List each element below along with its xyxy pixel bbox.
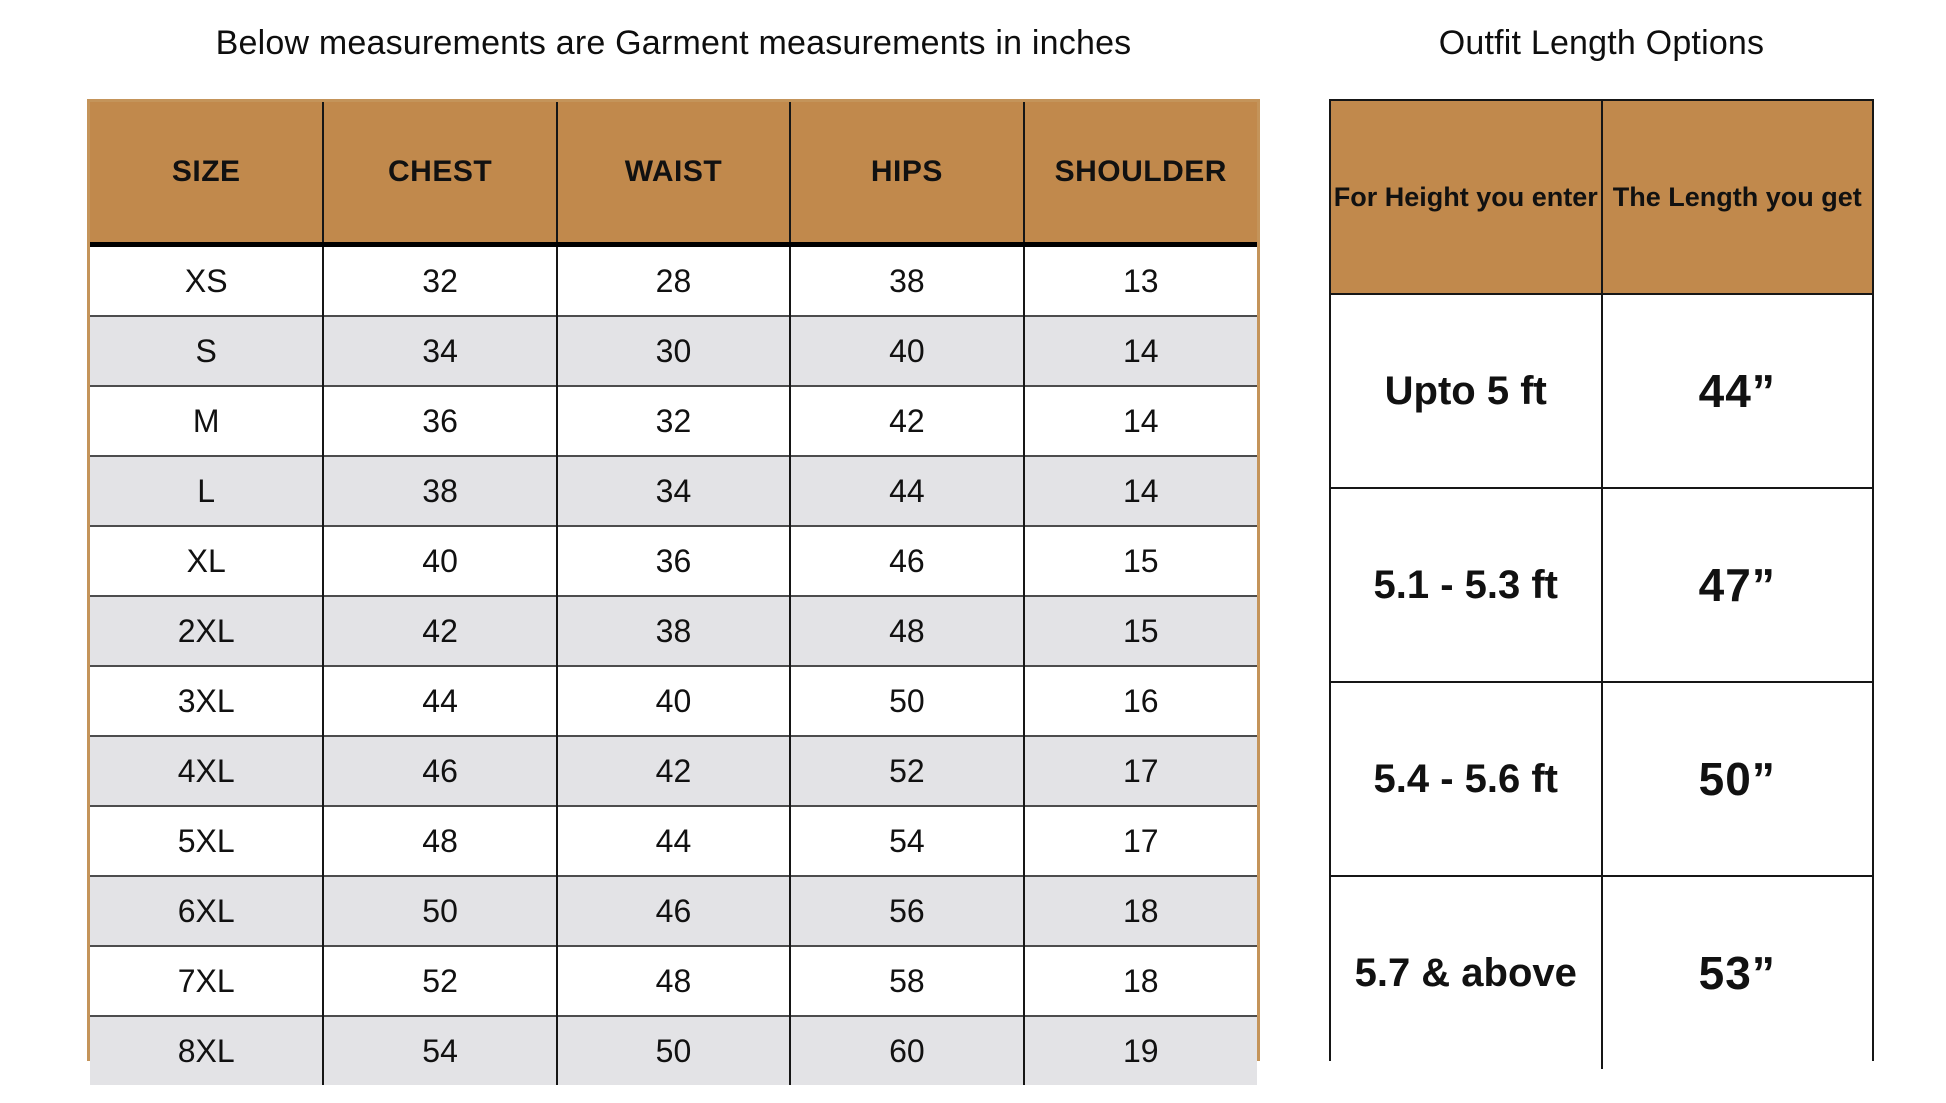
table-row: S 34 30 40 14 (90, 315, 1257, 386)
table-row: 3XL 44 40 50 16 (90, 665, 1257, 736)
column-header-waist: WAIST (555, 102, 791, 247)
cell-height-range: Upto 5 ft (1331, 294, 1602, 488)
cell-chest: 36 (322, 385, 557, 456)
cell-size: 7XL (90, 945, 324, 1016)
cell-size: XL (90, 525, 324, 596)
column-header-length: The Length you get (1600, 101, 1872, 295)
table-row: 5.7 & above 53” (1331, 875, 1872, 1069)
table-row: 6XL 50 46 56 18 (90, 875, 1257, 946)
cell-height-range: 5.4 - 5.6 ft (1331, 681, 1602, 876)
cell-shoulder: 14 (1022, 455, 1257, 526)
header-row: For Height you enter The Length you get (1331, 101, 1872, 295)
cell-outfit-length: 50” (1600, 681, 1872, 876)
cell-height-range: 5.7 & above (1331, 875, 1602, 1069)
cell-outfit-length: 47” (1600, 487, 1872, 682)
column-header-size: SIZE (90, 102, 324, 247)
table-row: Upto 5 ft 44” (1331, 294, 1872, 488)
table-row: 5XL 48 44 54 17 (90, 805, 1257, 876)
cell-outfit-length: 44” (1600, 294, 1872, 488)
garment-measurements-table: SIZE CHEST WAIST HIPS SHOULDER XS 32 28 … (87, 99, 1260, 1085)
table-row: M 36 32 42 14 (90, 385, 1257, 456)
cell-size: 3XL (90, 665, 324, 736)
cell-hips: 40 (789, 315, 1024, 386)
table-row: 8XL 54 50 60 19 (90, 1015, 1257, 1085)
cell-chest: 44 (322, 665, 557, 736)
cell-waist: 50 (555, 1015, 791, 1085)
cell-hips: 48 (789, 595, 1024, 666)
table-row: 2XL 42 38 48 15 (90, 595, 1257, 666)
cell-shoulder: 13 (1022, 244, 1257, 316)
cell-size: 5XL (90, 805, 324, 876)
outfit-length-options-table: For Height you enter The Length you get … (1329, 99, 1874, 1069)
cell-waist: 38 (555, 595, 791, 666)
cell-waist: 48 (555, 945, 791, 1016)
header-row: SIZE CHEST WAIST HIPS SHOULDER (90, 102, 1257, 247)
cell-shoulder: 18 (1022, 875, 1257, 946)
cell-chest: 34 (322, 315, 557, 386)
table-row: 7XL 52 48 58 18 (90, 945, 1257, 1016)
column-header-height: For Height you enter (1331, 101, 1602, 295)
table-row: L 38 34 44 14 (90, 455, 1257, 526)
garment-measurements-title: Below measurements are Garment measureme… (215, 24, 1132, 62)
outfit-length-options-title: Outfit Length Options (1438, 24, 1765, 62)
cell-size: 4XL (90, 735, 324, 806)
cell-waist: 44 (555, 805, 791, 876)
cell-shoulder: 19 (1022, 1015, 1257, 1085)
cell-waist: 34 (555, 455, 791, 526)
cell-hips: 50 (789, 665, 1024, 736)
cell-height-range: 5.1 - 5.3 ft (1331, 487, 1602, 682)
table-row: XL 40 36 46 15 (90, 525, 1257, 596)
cell-shoulder: 15 (1022, 595, 1257, 666)
cell-shoulder: 16 (1022, 665, 1257, 736)
cell-waist: 28 (555, 244, 791, 316)
cell-waist: 36 (555, 525, 791, 596)
column-header-hips: HIPS (789, 102, 1024, 247)
cell-chest: 48 (322, 805, 557, 876)
cell-waist: 32 (555, 385, 791, 456)
cell-hips: 44 (789, 455, 1024, 526)
cell-size: L (90, 455, 324, 526)
cell-size: 6XL (90, 875, 324, 946)
cell-size: M (90, 385, 324, 456)
cell-size: XS (90, 244, 324, 316)
cell-size: S (90, 315, 324, 386)
cell-hips: 58 (789, 945, 1024, 1016)
cell-size: 2XL (90, 595, 324, 666)
cell-waist: 42 (555, 735, 791, 806)
cell-chest: 32 (322, 244, 557, 316)
table-row: 5.4 - 5.6 ft 50” (1331, 681, 1872, 876)
cell-shoulder: 14 (1022, 385, 1257, 456)
cell-hips: 60 (789, 1015, 1024, 1085)
cell-outfit-length: 53” (1600, 875, 1872, 1069)
cell-hips: 52 (789, 735, 1024, 806)
cell-hips: 38 (789, 244, 1024, 316)
table-row: XS 32 28 38 13 (90, 244, 1257, 316)
cell-chest: 42 (322, 595, 557, 666)
column-header-shoulder: SHOULDER (1022, 102, 1257, 247)
table-row: 4XL 46 42 52 17 (90, 735, 1257, 806)
cell-chest: 46 (322, 735, 557, 806)
cell-hips: 42 (789, 385, 1024, 456)
cell-chest: 50 (322, 875, 557, 946)
cell-hips: 56 (789, 875, 1024, 946)
cell-shoulder: 14 (1022, 315, 1257, 386)
cell-hips: 54 (789, 805, 1024, 876)
cell-waist: 30 (555, 315, 791, 386)
cell-shoulder: 15 (1022, 525, 1257, 596)
cell-size: 8XL (90, 1015, 324, 1085)
cell-chest: 54 (322, 1015, 557, 1085)
cell-shoulder: 17 (1022, 805, 1257, 876)
cell-shoulder: 18 (1022, 945, 1257, 1016)
cell-shoulder: 17 (1022, 735, 1257, 806)
cell-chest: 52 (322, 945, 557, 1016)
table-row: 5.1 - 5.3 ft 47” (1331, 487, 1872, 682)
cell-hips: 46 (789, 525, 1024, 596)
cell-chest: 40 (322, 525, 557, 596)
column-header-chest: CHEST (322, 102, 557, 247)
cell-waist: 46 (555, 875, 791, 946)
cell-chest: 38 (322, 455, 557, 526)
cell-waist: 40 (555, 665, 791, 736)
